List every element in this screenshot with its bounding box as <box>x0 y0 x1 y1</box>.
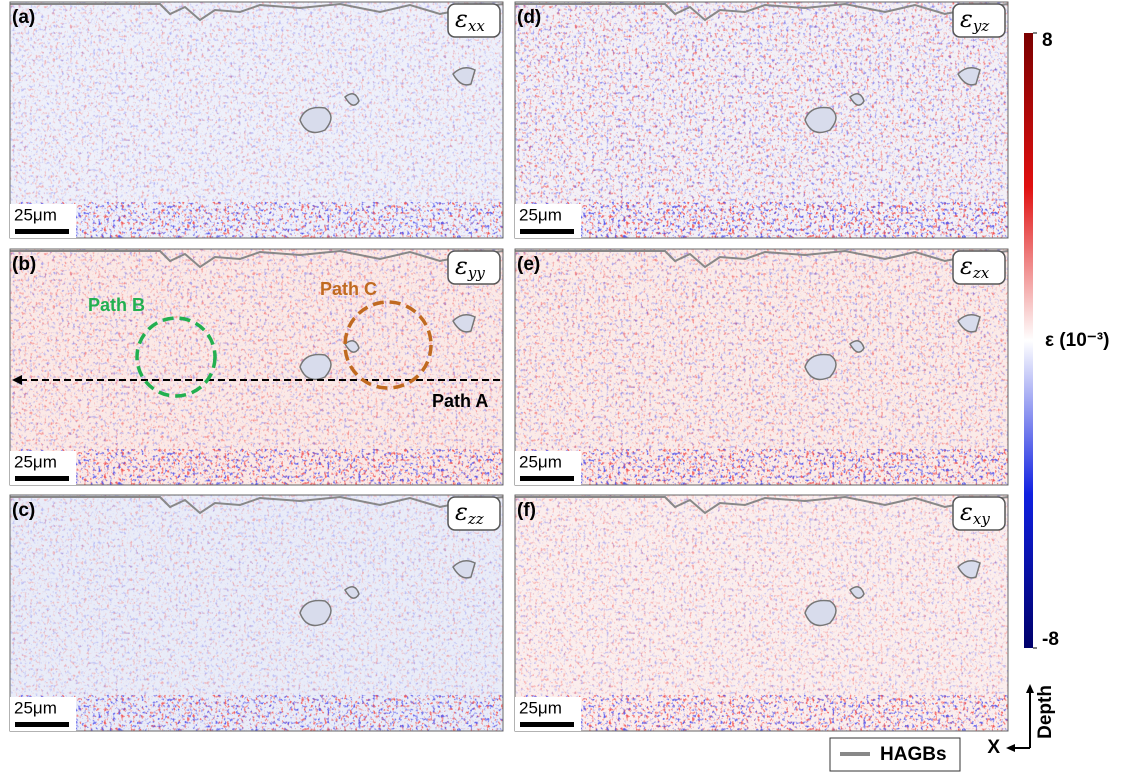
component-subscript: yz <box>972 17 989 35</box>
map-noise-blue <box>10 2 503 238</box>
path-b-circle <box>135 316 217 398</box>
scale-bar <box>15 476 69 481</box>
path-a-label: Path A <box>432 391 488 411</box>
component-symbol: ε <box>960 252 973 280</box>
grain-boundary <box>10 249 504 269</box>
grain-boundary <box>804 560 981 627</box>
panel-label: (e) <box>517 254 540 275</box>
panel-label: (a) <box>12 7 35 28</box>
path-c-circle <box>343 300 433 390</box>
bottom-noise-blue <box>515 695 1008 731</box>
strain-map-panel: (b) εyy 25μm <box>9 248 504 486</box>
scale-bar <box>520 229 574 234</box>
arrow-head <box>1006 744 1015 752</box>
scale-bar-label: 25μm <box>519 698 562 717</box>
grain-boundary <box>515 495 1009 515</box>
bottom-noise-blue <box>515 202 1008 238</box>
component-label: εxx <box>455 5 485 36</box>
path-c-label: Path C <box>320 279 377 299</box>
component-subscript: xx <box>468 17 485 35</box>
component-label: εyz <box>960 5 989 36</box>
component-label: εzx <box>960 252 990 283</box>
component-label: εxy <box>960 498 990 529</box>
colorbar-tick-label: 8 <box>1042 30 1053 51</box>
grain-boundary <box>804 314 981 381</box>
map-noise-blue <box>515 495 1008 731</box>
map-border <box>514 1 1009 239</box>
scale-bar-label: 25μm <box>519 205 562 224</box>
component-box <box>952 496 1006 531</box>
map-border <box>9 248 504 486</box>
component-subscript: yy <box>467 264 485 282</box>
component-box <box>447 250 501 285</box>
grain-boundary <box>515 2 1009 22</box>
grain-boundary <box>10 495 504 515</box>
map-noise-blue <box>10 495 503 731</box>
grain-boundary <box>299 314 476 381</box>
bottom-noise-blue <box>10 449 503 485</box>
strain-map-panel: (e) εzx 25μm <box>514 248 1009 486</box>
grain-boundary <box>10 2 504 22</box>
arrow-head <box>1026 684 1034 693</box>
scale-bar-label: 25μm <box>519 452 562 471</box>
component-symbol: ε <box>455 5 468 33</box>
grain-boundary <box>515 249 1009 269</box>
scale-bar-label: 25μm <box>14 698 57 717</box>
legend-label: HAGBs <box>880 744 947 765</box>
scale-bar <box>520 722 574 727</box>
component-box <box>447 496 501 531</box>
grain-boundary <box>299 67 476 134</box>
map-border <box>9 494 504 732</box>
arrow-head <box>12 375 22 385</box>
bottom-noise-blue <box>515 449 1008 485</box>
map-noise-blue <box>515 2 1008 238</box>
component-subscript: xy <box>973 510 990 528</box>
component-box <box>952 3 1006 38</box>
grain-boundary <box>299 560 476 627</box>
panel-label: (f) <box>517 500 536 521</box>
component-symbol: ε <box>455 498 468 526</box>
component-symbol: ε <box>960 498 973 526</box>
x-axis-label: X <box>987 737 1000 758</box>
component-label: εyy <box>455 252 485 283</box>
map-noise-blue <box>515 249 1008 485</box>
colorbar <box>1024 33 1033 648</box>
panel-label: (d) <box>517 7 541 28</box>
scale-bar <box>15 722 69 727</box>
panel-label: (b) <box>12 254 36 275</box>
path-b-label: Path B <box>88 295 145 315</box>
panel-label: (c) <box>12 500 35 521</box>
strain-map-panel: (f) εxy 25μm <box>514 494 1009 732</box>
strain-map-panel: (d) εyz 25μm <box>514 1 1009 239</box>
scale-bar-label: 25μm <box>14 452 57 471</box>
scale-bar <box>15 229 69 234</box>
component-label: εzz <box>455 498 484 529</box>
component-subscript: zz <box>467 510 484 528</box>
colorbar-tick-label: -8 <box>1042 629 1059 650</box>
map-noise-blue <box>10 249 503 485</box>
map-border <box>9 1 504 239</box>
strain-map-panel: (c) εzz 25μm <box>9 494 504 732</box>
scale-bar <box>520 476 574 481</box>
component-symbol: ε <box>455 252 468 280</box>
component-box <box>952 250 1006 285</box>
colorbar-label: ε (10⁻³) <box>1045 330 1109 351</box>
map-border <box>514 248 1009 486</box>
strain-map-panel: (a) εxx 25μm <box>9 1 504 239</box>
component-subscript: zx <box>972 264 990 282</box>
component-box <box>447 3 501 38</box>
component-symbol: ε <box>960 5 973 33</box>
bottom-noise-blue <box>10 695 503 731</box>
bottom-noise-blue <box>10 202 503 238</box>
grain-boundary <box>804 67 981 134</box>
map-border <box>514 494 1009 732</box>
depth-axis-label: Depth <box>1035 685 1056 739</box>
scale-bar-label: 25μm <box>14 205 57 224</box>
